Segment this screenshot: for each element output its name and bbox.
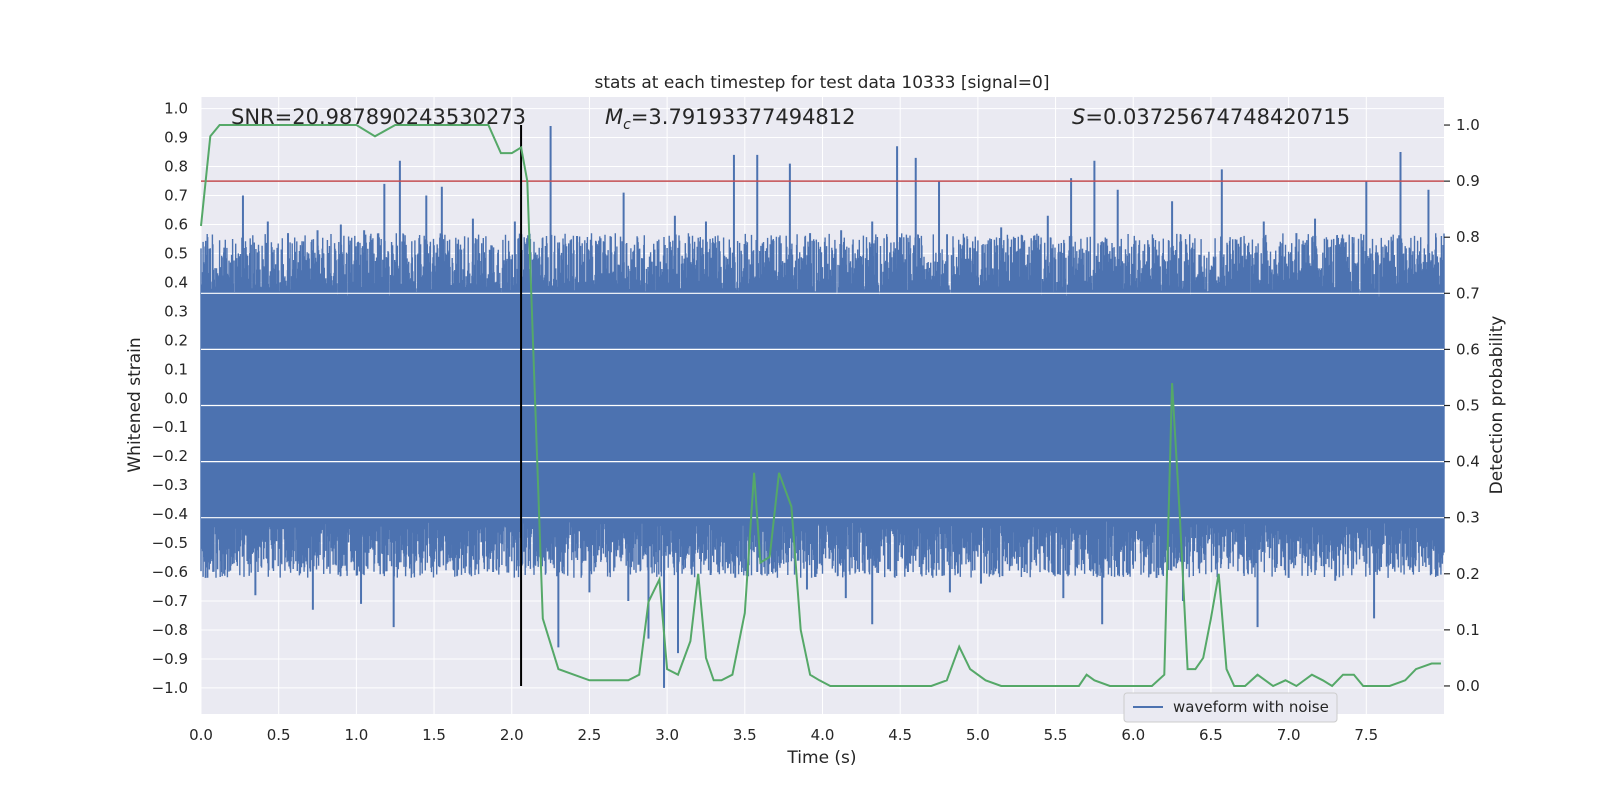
x-tick-label: 4.0 <box>811 726 835 744</box>
x-tick-label: 3.0 <box>655 726 679 744</box>
x-tick-label: 4.5 <box>888 726 912 744</box>
y-left-tick-label: 0.4 <box>164 273 188 291</box>
y-left-tick-label: 0.7 <box>164 186 188 204</box>
y-right-tick-label: 0.8 <box>1456 228 1480 246</box>
x-tick-label: 7.0 <box>1277 726 1301 744</box>
y-left-tick-label: −0.1 <box>152 418 188 436</box>
y-left-tick-label: 0.2 <box>164 331 188 349</box>
y-right-tick-label: 0.6 <box>1456 340 1480 358</box>
legend: waveform with noise <box>1123 692 1338 723</box>
chirp-mass-value: =3.79193377494812 <box>631 105 856 129</box>
statistic-annotation: S=0.03725674748420715 <box>1072 105 1350 129</box>
y-right-axis-label: Detection probability <box>1487 316 1507 495</box>
y-left-tick-label: 0.3 <box>164 302 188 320</box>
legend-box <box>1123 692 1338 723</box>
y-left-axis-label: Whitened strain <box>125 337 145 472</box>
x-tick-label: 2.0 <box>500 726 524 744</box>
y-left-tick-label: −1.0 <box>152 679 188 697</box>
y-right-tick-label: 1.0 <box>1456 116 1480 134</box>
y-left-tick-label: −0.6 <box>152 563 188 581</box>
snr-annotation: SNR=20.987890243530273 <box>231 105 526 129</box>
waveform-dense-band <box>201 296 1444 520</box>
y-left-tick-label: −0.2 <box>152 447 188 465</box>
x-axis-ticks: 0.0 0.5 1.0 1.5 2.0 2.5 3.0 3.5 4.0 4.5 5.0 5.5 6.0 6… <box>189 726 1378 744</box>
y-left-axis-ticks: 1.0 0.9 0.8 0.7 0.6 0.5 0.4 0.3 0.2 0.1 0.0 −0.1 −0.… <box>152 100 188 697</box>
statistic-value: =0.03725674748420715 <box>1085 105 1350 129</box>
y-right-tick-label: 0.9 <box>1456 172 1480 190</box>
x-tick-label: 6.5 <box>1199 726 1223 744</box>
chart-title: stats at each timestep for test data 103… <box>595 73 1050 93</box>
y-left-tick-label: 0.8 <box>164 158 188 176</box>
x-tick-label: 1.0 <box>344 726 368 744</box>
legend-label-waveform: waveform with noise <box>1173 698 1329 716</box>
statistic-symbol: S <box>1072 105 1085 129</box>
waveform-series <box>200 125 1445 688</box>
y-right-tick-label: 0.3 <box>1456 509 1480 527</box>
y-left-tick-label: −0.5 <box>152 534 188 552</box>
y-right-tick-label: 0.5 <box>1456 397 1480 415</box>
chirp-mass-subscript: c <box>623 117 631 133</box>
chirp-mass-symbol: M <box>605 105 623 129</box>
y-left-tick-label: 0.0 <box>164 389 188 407</box>
y-left-tick-label: −0.7 <box>152 592 188 610</box>
x-tick-label: 3.5 <box>733 726 757 744</box>
x-tick-label: 2.5 <box>578 726 602 744</box>
probability-line <box>200 124 1441 688</box>
y-right-tick-label: 0.4 <box>1456 453 1480 471</box>
x-tick-label: 5.0 <box>966 726 990 744</box>
y-left-tick-label: −0.4 <box>152 505 188 523</box>
y-right-tick-label: 0.1 <box>1456 621 1480 639</box>
y-right-tick-label: 0.7 <box>1456 284 1480 302</box>
x-axis-label: Time (s) <box>786 748 856 768</box>
y-left-tick-label: −0.9 <box>152 650 188 668</box>
y-left-tick-label: 0.5 <box>164 244 188 262</box>
y-left-tick-label: −0.8 <box>152 621 188 639</box>
probability-series <box>200 124 1441 688</box>
x-tick-label: 0.5 <box>267 726 291 744</box>
overlay-lines <box>201 125 1444 686</box>
x-tick-label: 6.0 <box>1121 726 1145 744</box>
y-right-tick-label: 0.2 <box>1456 565 1480 583</box>
y-right-axis-ticks: 1.0 0.9 0.8 0.7 0.6 0.5 0.4 0.3 0.2 0.1 0.0 <box>1444 116 1480 695</box>
x-tick-label: 5.5 <box>1044 726 1068 744</box>
x-tick-label: 1.5 <box>422 726 446 744</box>
x-tick-label: 0.0 <box>189 726 213 744</box>
y-left-tick-label: 0.6 <box>164 215 188 233</box>
x-tick-label: 7.5 <box>1354 726 1378 744</box>
y-left-tick-label: 1.0 <box>164 100 188 118</box>
y-left-tick-label: −0.3 <box>152 476 188 494</box>
y-right-tick-label: 0.0 <box>1456 677 1480 695</box>
chirp-mass-annotation: Mc=3.79193377494812 <box>605 105 856 133</box>
y-left-tick-label: 0.9 <box>164 129 188 147</box>
y-left-tick-label: 0.1 <box>164 360 188 378</box>
